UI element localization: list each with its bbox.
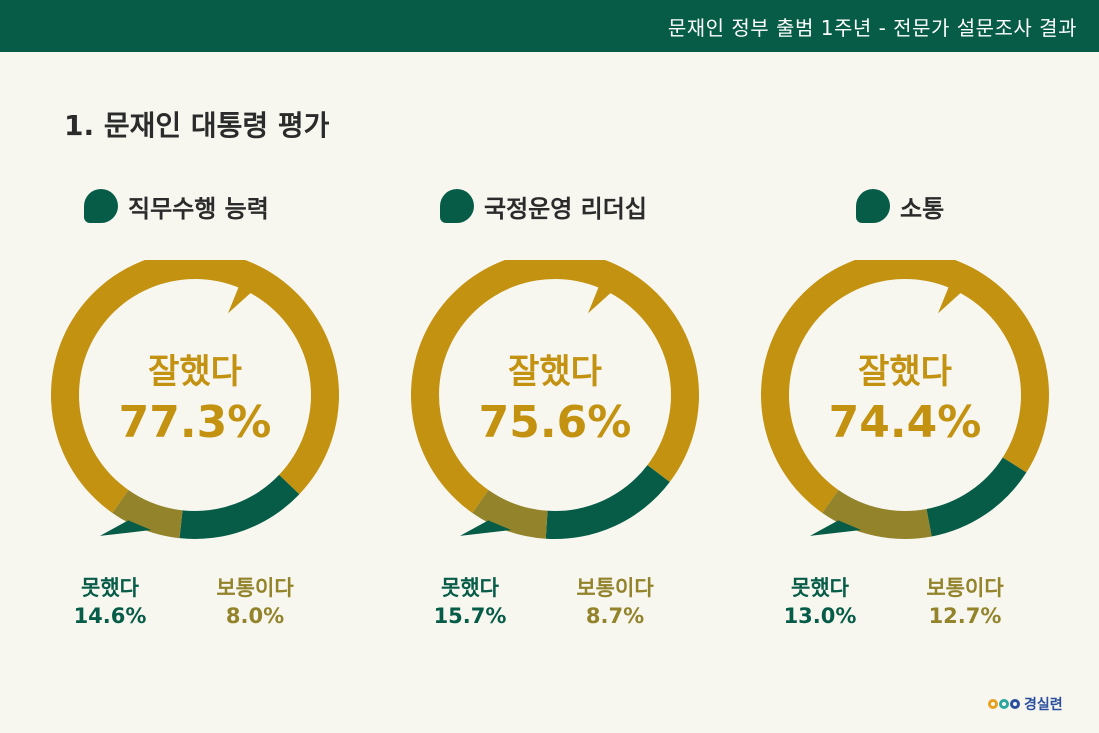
center-label: 잘했다 (148, 352, 242, 392)
chart-panel-1: 직무수행 능력 잘했다 77.3% 못했다 14.6% 보통이다 8.0% (40, 180, 380, 650)
donut-slice-1 (926, 457, 1027, 537)
donut-slice-1 (179, 474, 300, 539)
bubble-tail-bottom (99, 520, 152, 536)
speech-bubble-icon (440, 189, 474, 223)
chart-title: 국정운영 리더십 (484, 194, 647, 223)
donut-chart: 잘했다 75.6% 못했다 15.7% 보통이다 8.7% (411, 260, 699, 628)
center-value: 74.4% (829, 397, 982, 448)
logo-dot-icon (999, 699, 1009, 709)
logo-text: 경실련 (1024, 697, 1063, 713)
slice-value-label: 13.0% (784, 604, 857, 628)
section-title: 1. 문재인 대통령 평가 (64, 109, 330, 142)
center-value: 77.3% (119, 397, 272, 448)
slice-name-label: 보통이다 (576, 576, 654, 600)
logo-dot-icon (988, 699, 998, 709)
slice-value-label: 14.6% (74, 604, 147, 628)
donut-slice-1 (545, 465, 670, 539)
slice-name-label: 못했다 (441, 576, 500, 600)
chart-panel-2: 국정운영 리더십 잘했다 75.6% 못했다 15.7% 보통이다 8.7% (400, 180, 740, 650)
center-value: 75.6% (479, 397, 632, 448)
panel-header: 소통 (856, 186, 944, 226)
speech-bubble-icon (84, 189, 118, 223)
header-title: 문재인 정부 출범 1주년 - 전문가 설문조사 결과 (667, 16, 1077, 40)
slice-value-label: 15.7% (434, 604, 507, 628)
slice-name-label: 보통이다 (926, 576, 1004, 600)
chart-title: 직무수행 능력 (128, 194, 269, 223)
slice-value-label: 12.7% (929, 604, 1002, 628)
panel-header: 국정운영 리더십 (440, 186, 647, 226)
donut-chart: 잘했다 74.4% 못했다 13.0% 보통이다 12.7% (760, 260, 1049, 628)
center-label: 잘했다 (858, 352, 952, 392)
donut-chart: 잘했다 77.3% 못했다 14.6% 보통이다 8.0% (51, 260, 339, 628)
center-label: 잘했다 (508, 352, 602, 392)
bubble-tail-top (937, 265, 980, 314)
slice-name-label: 못했다 (791, 576, 850, 600)
header-bar: 문재인 정부 출범 1주년 - 전문가 설문조사 결과 (0, 0, 1099, 52)
chart-title: 소통 (900, 194, 945, 223)
bubble-tail-top (587, 265, 630, 314)
bubble-tail-bottom (809, 520, 862, 536)
donut-slice-2 (112, 490, 183, 539)
panel-header: 직무수행 능력 (84, 186, 269, 226)
slice-value-label: 8.7% (586, 604, 644, 628)
bubble-tail-top (227, 265, 270, 314)
slice-name-label: 보통이다 (216, 576, 294, 600)
logo-dot-icon (1010, 699, 1020, 709)
chart-panel-3: 소통 잘했다 74.4% 못했다 13.0% 보통이다 12.7% (750, 180, 1090, 650)
slice-name-label: 못했다 (81, 576, 140, 600)
slice-value-label: 8.0% (226, 604, 284, 628)
bubble-tail-bottom (459, 520, 512, 536)
donut-slice-2 (472, 490, 548, 539)
logo: 경실련 (988, 694, 1063, 714)
speech-bubble-icon (856, 189, 890, 223)
